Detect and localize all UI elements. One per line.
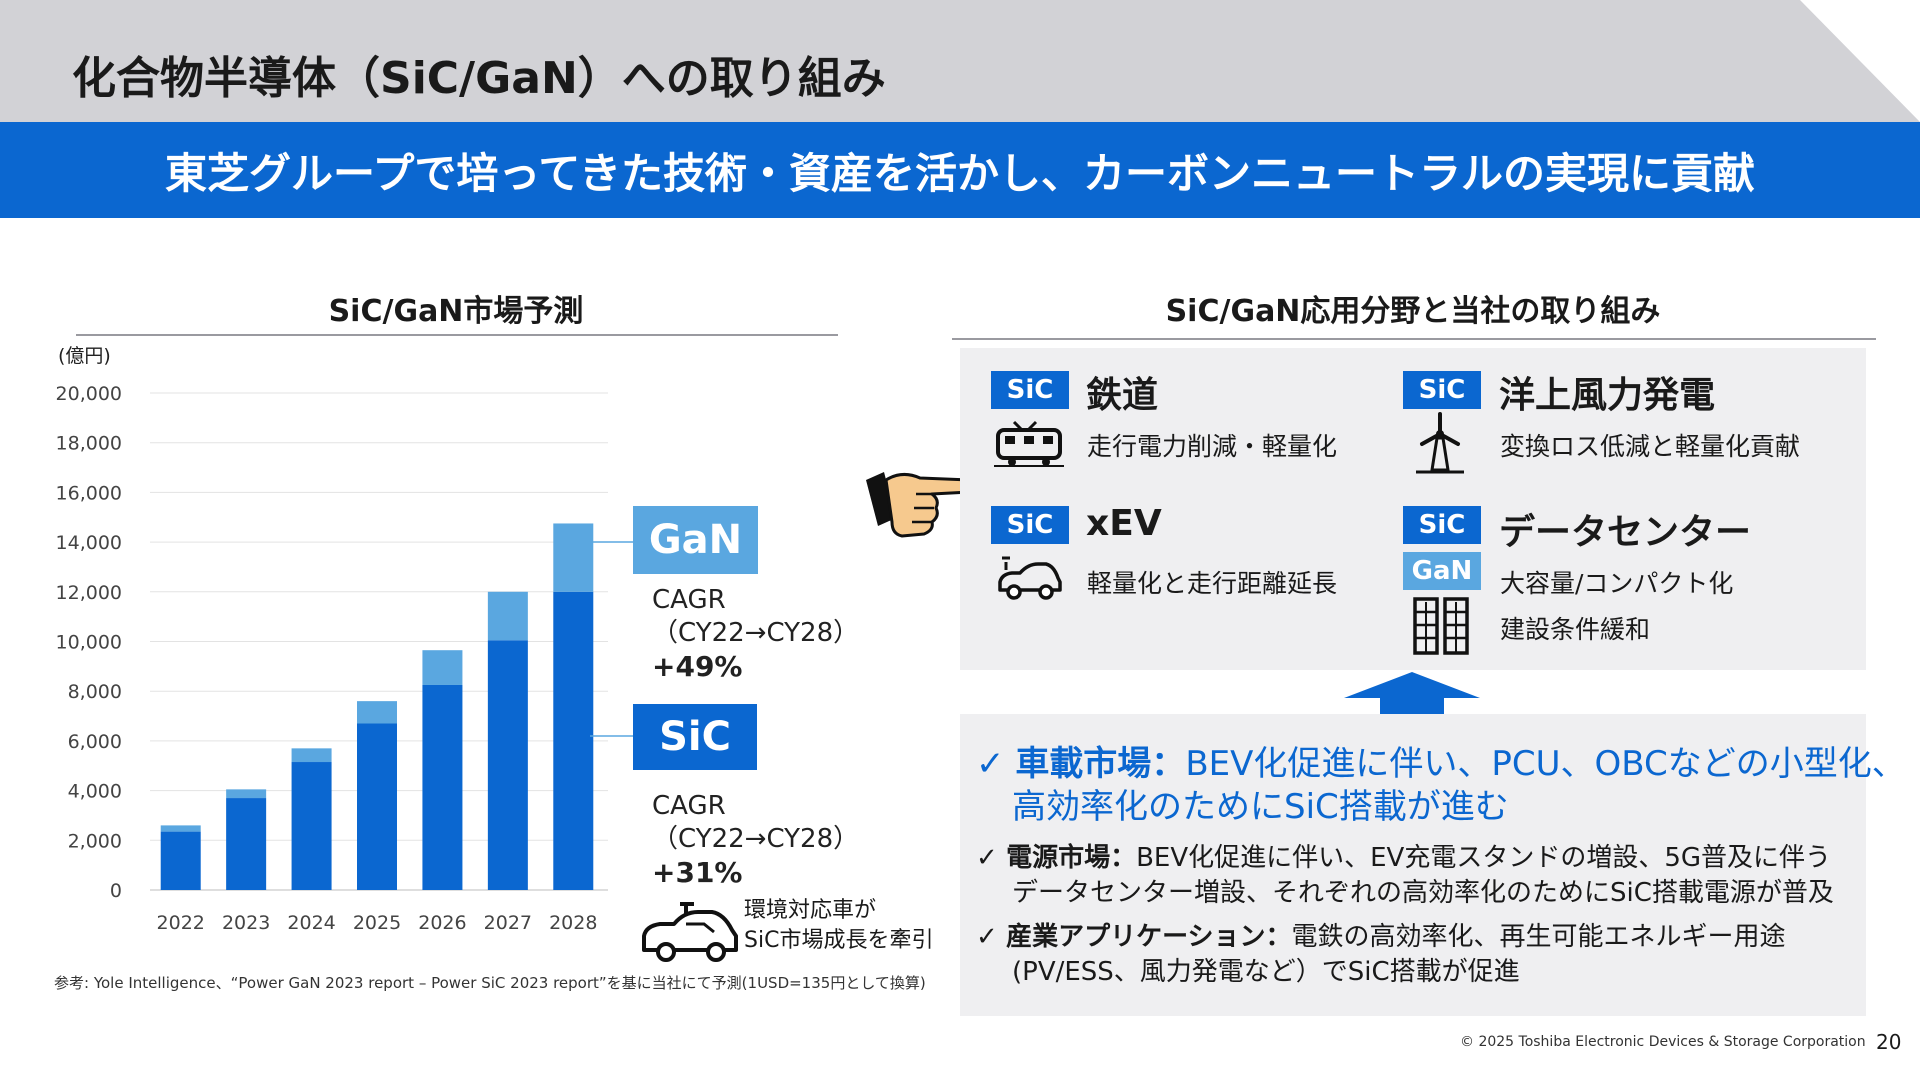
gan-series-label: GaN: [633, 506, 758, 574]
ev-car-icon: [998, 556, 1062, 600]
x-tick-label: 2023: [222, 912, 270, 934]
bar-sic-2022: [160, 831, 201, 890]
sic-cagr-period: （CY22→CY28）: [652, 824, 860, 854]
railway-sic-tag: SiC: [991, 371, 1069, 409]
eco-car-note-line2: SiC市場成長を牽引: [744, 928, 934, 953]
y-tick-label: 18,000: [56, 433, 122, 455]
source-note: 参考: Yole Intelligence、“Power GaN 2023 re…: [54, 974, 926, 992]
x-axis-ticks: 2022 2023 2024 2025 2026 2027 2028: [157, 912, 598, 934]
automotive-head: 車載市場：: [1015, 744, 1186, 784]
x-tick-label: 2027: [484, 912, 532, 934]
industrial-market-line1: ✓ 産業アプリケーション：電鉄の高効率化、再生可能エネルギー用途: [976, 920, 1786, 955]
server-rack-icon: [1413, 597, 1469, 655]
railway-desc: 走行電力削減・軽量化: [1087, 432, 1338, 461]
xev-sic-tag: SiC: [991, 506, 1069, 544]
y-unit-label: (億円): [58, 345, 111, 367]
x-tick-label: 2028: [549, 912, 597, 934]
eco-car-icon: [642, 902, 738, 962]
x-tick-label: 2025: [353, 912, 401, 934]
bar-gan-2023: [226, 789, 267, 799]
gan-cagr-value: +49%: [652, 650, 743, 683]
gan-cagr-title: CAGR: [652, 585, 726, 615]
bar-sic-2026: [422, 684, 463, 890]
automotive-body1: BEV化促進に伴い、PCU、OBCなどの小型化、: [1185, 744, 1906, 784]
bar-sic-2027: [487, 640, 528, 890]
x-tick-label: 2024: [287, 912, 335, 934]
datacenter-gan-tag: GaN: [1403, 552, 1481, 590]
industrial-head: 産業アプリケーション：: [1006, 922, 1292, 952]
y-tick-label: 20,000: [56, 383, 122, 405]
bar-gan-2025: [357, 701, 397, 724]
sic-cagr-value: +31%: [652, 856, 743, 889]
xev-desc: 軽量化と走行距離延長: [1087, 569, 1338, 598]
wind-sic-tag: SiC: [1403, 371, 1481, 409]
bar-sic-2025: [357, 723, 397, 890]
header-bar: [0, 0, 1920, 122]
industrial-body1: 電鉄の高効率化、再生可能エネルギー用途: [1291, 922, 1786, 952]
y-tick-label: 2,000: [68, 830, 122, 852]
market-forecast-chart: (億円) 0 2,000 4,000 6,000 8,000 10,000 12,000 14…: [56, 345, 608, 934]
power-market-line1: ✓ 電源市場：BEV化促進に伴い、EV充電スタンドの増設、5G普及に伴う: [976, 841, 1831, 876]
datacenter-desc-2: 建設条件緩和: [1500, 615, 1651, 644]
bar-sic-2023: [226, 798, 267, 890]
wind-turbine-icon: [1416, 412, 1464, 474]
bar-gan-2024: [291, 748, 332, 763]
power-body2: データセンター増設、それぞれの高効率化のためにSiC搭載電源が普及: [1012, 878, 1834, 908]
sic-cagr-title: CAGR: [652, 791, 726, 821]
railway-title: 鉄道: [1086, 375, 1159, 416]
y-tick-label: 16,000: [56, 482, 122, 504]
chart-title-rule: [76, 334, 838, 336]
bar-gan-2027: [487, 591, 528, 641]
series-leader-lines: [590, 541, 634, 737]
xev-title: xEV: [1086, 503, 1162, 544]
x-tick-label: 2026: [418, 912, 466, 934]
page-number: 20: [1876, 1030, 1902, 1054]
bar-gan-2022: [160, 825, 201, 832]
bar-gan-2026: [422, 650, 463, 685]
y-tick-label: 0: [110, 880, 122, 902]
datacenter-sic-tag: SiC: [1403, 506, 1481, 544]
gan-cagr-period: （CY22→CY28）: [652, 618, 860, 648]
sic-cagr: CAGR （CY22→CY28） +31%: [652, 790, 859, 889]
y-tick-label: 6,000: [68, 731, 122, 753]
markets-box: [960, 714, 1866, 1016]
y-tick-label: 12,000: [56, 582, 122, 604]
power-body1: BEV化促進に伴い、EV充電スタンドの増設、5G普及に伴う: [1136, 843, 1832, 873]
applications-title-rule: [952, 338, 1876, 340]
chart-title: SiC/GaN市場予測: [328, 294, 584, 329]
up-arrow-icon: [1344, 672, 1480, 714]
x-tick-label: 2022: [157, 912, 205, 934]
power-head: 電源市場：: [1006, 843, 1137, 873]
y-tick-label: 10,000: [56, 632, 122, 654]
y-tick-label: 14,000: [56, 532, 122, 554]
slide-title: 化合物半導体（SiC/GaN）への取り組み: [72, 53, 886, 104]
train-icon: [994, 420, 1064, 467]
automotive-market-line1: ✓ 車載市場：BEV化促進に伴い、PCU、OBCなどの小型化、: [976, 743, 1906, 785]
wind-desc: 変換ロス低減と軽量化貢献: [1500, 432, 1801, 461]
datacenter-title: データセンター: [1499, 512, 1752, 553]
pointing-hand-icon: [866, 472, 977, 538]
copyright: © 2025 Toshiba Electronic Devices & Stor…: [1460, 1034, 1866, 1050]
gan-cagr: CAGR （CY22→CY28） +49%: [652, 584, 859, 683]
eco-car-note-line1: 環境対応車が: [744, 898, 877, 923]
header-corner-cut: [1800, 0, 1920, 122]
key-message-banner: 東芝グループで培ってきた技術・資産を活かし、カーボンニュートラルの実現に貢献: [0, 122, 1920, 218]
eco-car-note: 環境対応車が SiC市場成長を牽引: [744, 896, 933, 956]
wind-title: 洋上風力発電: [1499, 375, 1716, 416]
datacenter-desc-1: 大容量/コンパクト化: [1500, 569, 1734, 598]
bar-layer: [160, 523, 594, 890]
bar-sic-2028: [553, 591, 594, 890]
bar-gan-2028: [553, 523, 594, 592]
y-tick-label: 4,000: [68, 781, 122, 803]
applications-title: SiC/GaN応用分野と当社の取り組み: [1165, 294, 1661, 329]
y-axis-ticks: 0 2,000 4,000 6,000 8,000 10,000 12,000 14,000 1…: [56, 383, 122, 902]
automotive-check: ✓: [976, 744, 1005, 784]
y-tick-label: 8,000: [68, 681, 122, 703]
industrial-check: ✓: [976, 922, 998, 952]
bar-sic-2024: [291, 762, 332, 890]
industrial-body2: (PV/ESS、風力発電など）でSiC搭載が促進: [1012, 957, 1520, 987]
sic-series-label: SiC: [633, 704, 757, 770]
power-check: ✓: [976, 843, 998, 873]
automotive-body2: 高効率化のためにSiC搭載が進む: [1012, 787, 1509, 827]
